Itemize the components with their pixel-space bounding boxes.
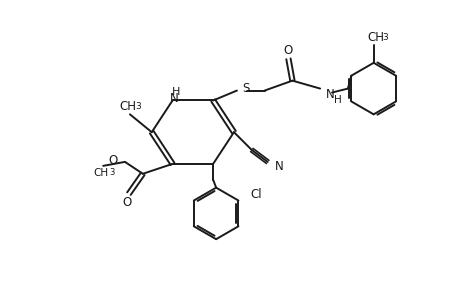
Text: CH: CH: [119, 100, 136, 113]
Text: N: N: [274, 160, 283, 173]
Text: 3: 3: [109, 168, 115, 177]
Text: H: H: [172, 86, 180, 97]
Text: S: S: [241, 82, 249, 95]
Text: 3: 3: [134, 102, 140, 111]
Text: CH: CH: [94, 168, 108, 178]
Text: O: O: [283, 44, 292, 57]
Text: N: N: [170, 92, 179, 105]
Text: Cl: Cl: [250, 188, 261, 201]
Text: O: O: [109, 154, 118, 167]
Text: H: H: [333, 95, 341, 106]
Text: N: N: [325, 88, 334, 101]
Text: 3: 3: [382, 33, 387, 42]
Text: CH: CH: [366, 31, 383, 44]
Text: O: O: [122, 196, 131, 209]
